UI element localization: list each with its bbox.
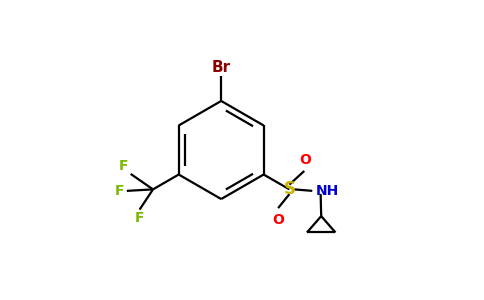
Text: O: O xyxy=(299,153,311,167)
Text: Br: Br xyxy=(212,59,231,74)
Text: F: F xyxy=(119,159,128,173)
Text: NH: NH xyxy=(315,184,338,198)
Text: F: F xyxy=(135,212,144,225)
Text: O: O xyxy=(272,213,284,227)
Text: S: S xyxy=(284,180,295,198)
Text: F: F xyxy=(115,184,124,198)
